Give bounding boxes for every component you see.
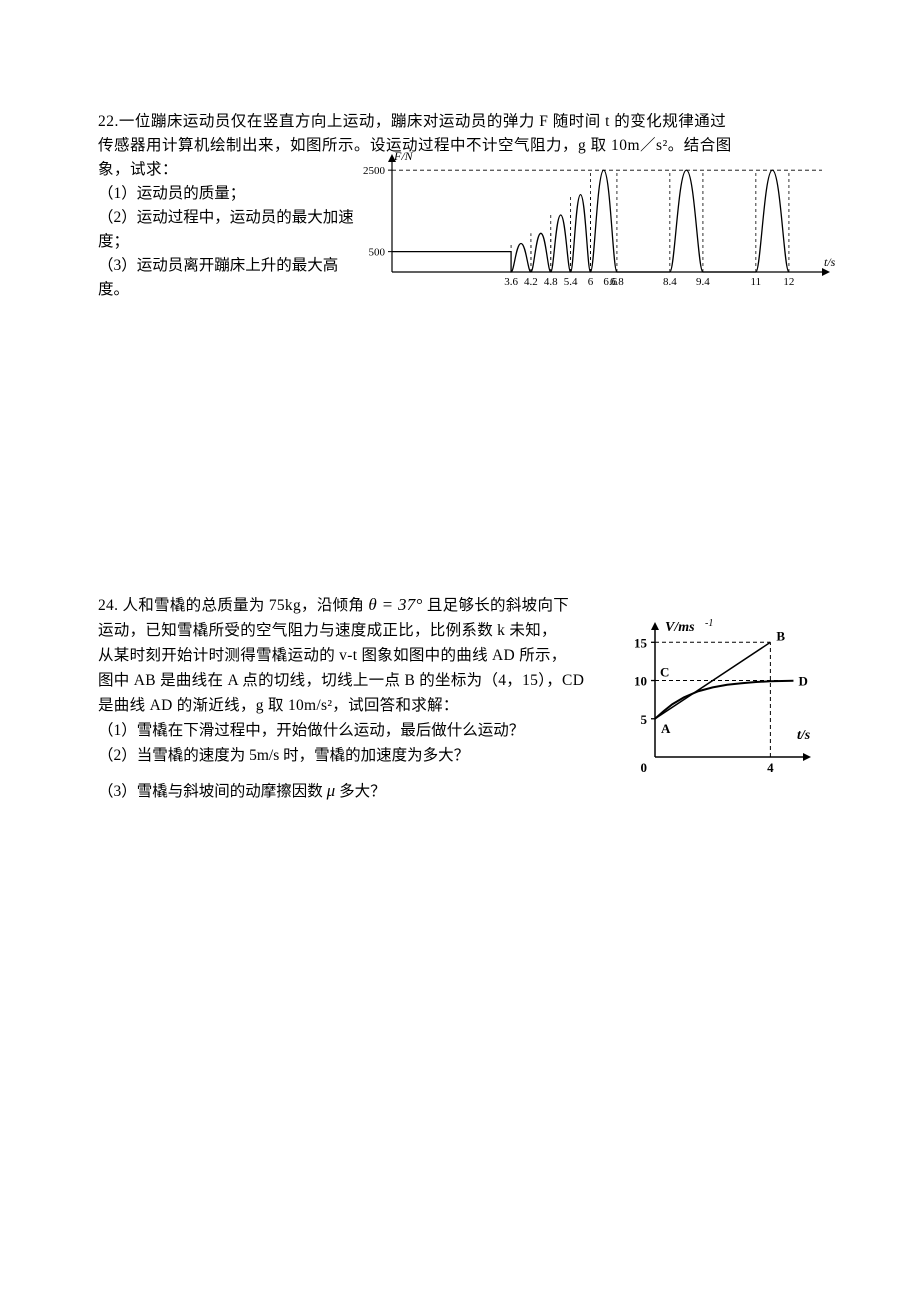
page: 22.一位蹦床运动员仅在竖直方向上运动，蹦床对运动员的弹力 F 随时间 t 的变… <box>0 0 920 1302</box>
svg-text:-1: -1 <box>705 618 713 629</box>
question-24: 24. 人和雪橇的总质量为 75kg，沿倾角 θ = 37° 且足够长的斜坡向下… <box>98 592 822 804</box>
q24-intro-line3: 从某时刻开始计时测得雪橇运动的 v-t 图象如图中的曲线 AD 所示， <box>98 643 588 668</box>
svg-text:t/s: t/s <box>824 255 836 269</box>
svg-text:8.4: 8.4 <box>663 276 677 288</box>
q24-sub3: （3）雪橇与斜坡间的动摩擦因数 μ 多大？ <box>98 778 588 804</box>
svg-text:6: 6 <box>588 276 594 288</box>
q22-sub2: （2）运动过程中，运动员的最大加速度； <box>98 206 358 254</box>
svg-text:B: B <box>776 628 785 643</box>
svg-text:5: 5 <box>641 712 648 727</box>
svg-text:9.4: 9.4 <box>696 276 710 288</box>
q22-subquestions: （1）运动员的质量； （2）运动过程中，运动员的最大加速度； （3）运动员离开蹦… <box>98 182 358 302</box>
svg-text:C: C <box>660 665 669 680</box>
q24-l1a: 24. 人和雪橇的总质量为 75kg，沿倾角 <box>98 597 364 614</box>
svg-text:10: 10 <box>634 674 647 689</box>
svg-text:500: 500 <box>369 247 386 259</box>
svg-text:3.6: 3.6 <box>504 276 518 288</box>
q24-chart: 5 10 15 4 0 A B C D V/ms -1 t/s <box>607 612 832 787</box>
svg-text:2500: 2500 <box>363 165 386 177</box>
q24-intro-line4: 图中 AB 是曲线在 A 点的切线，切线上一点 B 的坐标为（4，15），CD <box>98 668 588 693</box>
svg-text:4.2: 4.2 <box>524 276 538 288</box>
svg-text:15: 15 <box>634 635 648 650</box>
q24-sub3b: 多大？ <box>339 783 386 800</box>
svg-text:A: A <box>661 721 671 736</box>
q22-chart: 50025003.64.24.85.466.66.88.49.41112F/Nt… <box>342 152 842 312</box>
q24-sub2: （2）当雪橇的速度为 5m/s 时，雪橇的加速度为多大？ <box>98 743 588 768</box>
q24-intro-line1: 24. 人和雪橇的总质量为 75kg，沿倾角 θ = 37° 且足够长的斜坡向下 <box>98 592 588 618</box>
svg-text:4.8: 4.8 <box>544 276 558 288</box>
q24-sub1: （1）雪橇在下滑过程中，开始做什么运动，最后做什么运动？ <box>98 718 588 743</box>
svg-text:4: 4 <box>767 760 774 775</box>
q22-sub1: （1）运动员的质量； <box>98 182 358 206</box>
svg-text:5.4: 5.4 <box>564 276 578 288</box>
svg-text:F/N: F/N <box>393 152 414 163</box>
svg-text:V/ms: V/ms <box>665 620 695 635</box>
q24-intro-line5: 是曲线 AD 的渐近线，g 取 10m/s²，试回答和求解： <box>98 693 588 718</box>
q24-intro-line2: 运动，已知雪橇所受的空气阻力与速度成正比，比例系数 k 未知， <box>98 618 588 643</box>
question-22: 22.一位蹦床运动员仅在竖直方向上运动，蹦床对运动员的弹力 F 随时间 t 的变… <box>98 110 822 302</box>
mu-symbol: μ <box>327 781 336 800</box>
q22-intro-line1: 22.一位蹦床运动员仅在竖直方向上运动，蹦床对运动员的弹力 F 随时间 t 的变… <box>98 110 822 134</box>
q24-body: 24. 人和雪橇的总质量为 75kg，沿倾角 θ = 37° 且足够长的斜坡向下… <box>98 592 588 804</box>
svg-text:12: 12 <box>783 276 794 288</box>
q22-sub3: （3）运动员离开蹦床上升的最大高度。 <box>98 254 358 302</box>
q24-l1b: 且足够长的斜坡向下 <box>427 597 569 614</box>
q24-sub3a: （3）雪橇与斜坡间的动摩擦因数 <box>98 783 323 800</box>
svg-text:D: D <box>798 674 807 689</box>
svg-text:0: 0 <box>641 760 648 775</box>
svg-text:6.8: 6.8 <box>610 276 624 288</box>
svg-text:11: 11 <box>751 276 762 288</box>
svg-text:t/s: t/s <box>797 728 811 743</box>
theta-symbol: θ = 37° <box>368 595 422 614</box>
